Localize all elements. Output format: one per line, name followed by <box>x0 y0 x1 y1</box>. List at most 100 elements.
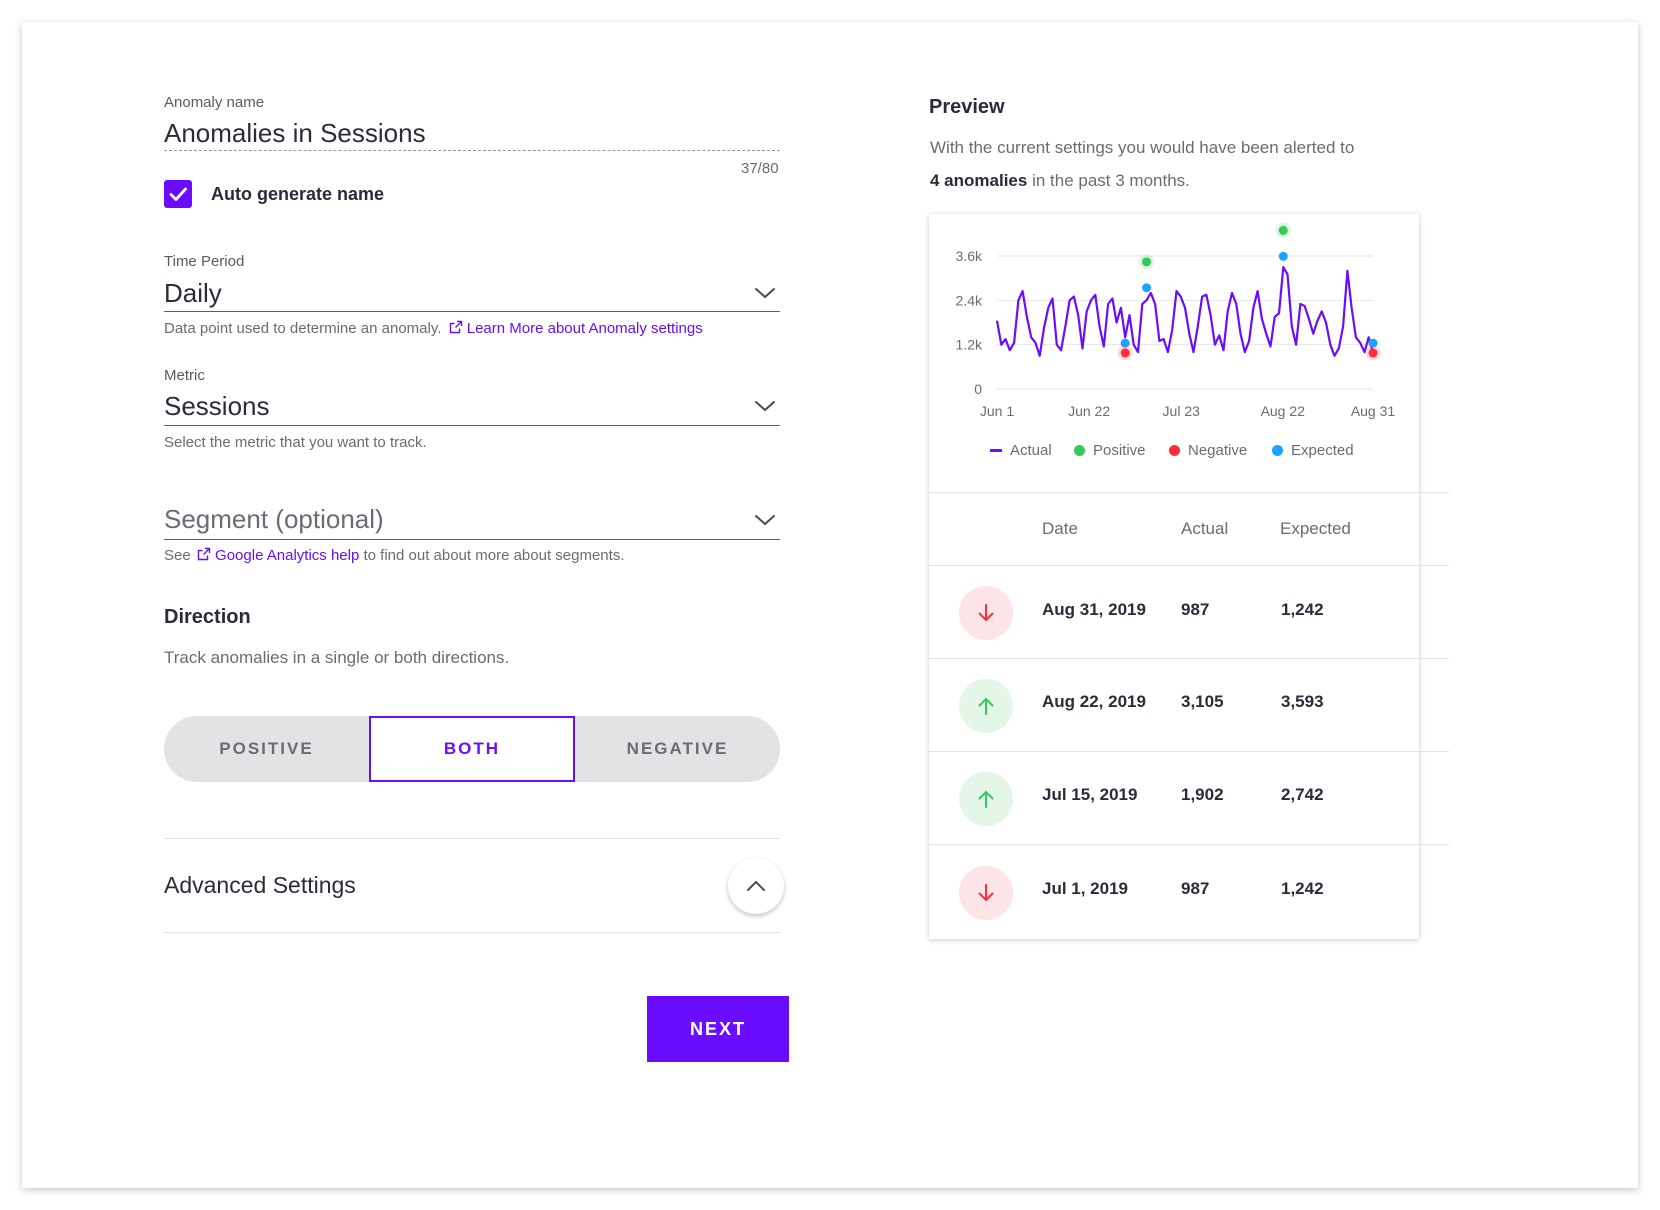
arrow-down-badge <box>959 586 1013 640</box>
positive-anomaly-point <box>1278 225 1288 235</box>
positive-anomaly-point <box>1142 257 1152 267</box>
preview-summary-prefix: With the current settings you would have… <box>930 138 1355 157</box>
chart-legend: Actual Positive Negative Expected <box>929 442 1419 466</box>
metric-select[interactable]: Sessions <box>164 391 270 421</box>
x-tick-label: Aug 22 <box>1261 403 1306 419</box>
arrow-down-icon <box>978 884 994 902</box>
external-link-icon <box>197 547 211 561</box>
negative-anomaly-point <box>1368 348 1378 358</box>
anomaly-name-input[interactable]: Anomalies in Sessions <box>164 118 426 148</box>
chevron-down-icon[interactable] <box>753 394 777 418</box>
row-date: Jul 1, 2019 <box>1042 879 1129 898</box>
arrow-down-icon <box>978 604 994 622</box>
arrow-up-badge <box>959 772 1013 826</box>
negative-anomaly-point <box>1120 348 1130 358</box>
x-tick-label: Jun 1 <box>980 403 1014 419</box>
direction-both-option[interactable]: BOTH <box>369 716 575 782</box>
legend-actual-label: Actual <box>1010 442 1052 459</box>
metric-underline <box>164 425 780 426</box>
advanced-settings-toggle-button[interactable] <box>728 858 784 914</box>
google-analytics-help-link[interactable]: Google Analytics help <box>195 547 364 564</box>
legend-expected-label: Expected <box>1291 442 1354 459</box>
row-actual: 987 <box>1181 879 1210 898</box>
legend-expected-swatch <box>1272 445 1283 456</box>
legend-positive: Positive <box>1074 442 1146 459</box>
chevron-down-icon[interactable] <box>753 281 777 305</box>
legend-expected: Expected <box>1272 442 1354 459</box>
time-period-helper: Data point used to determine an anomaly.… <box>164 320 703 337</box>
y-tick-label: 0 <box>974 381 982 397</box>
learn-more-link-text[interactable]: Learn More about Anomaly settings <box>466 320 703 337</box>
x-tick-label: Aug 31 <box>1351 403 1396 419</box>
expected-point <box>1278 251 1288 261</box>
metric-helper: Select the metric that you want to track… <box>164 434 427 451</box>
anomaly-chart: 0 1.2k 2.4k 3.6k Jun 1 Jun 22 Jul 23 Aug 22 Aug … <box>956 222 1396 419</box>
google-analytics-help-text[interactable]: Google Analytics help <box>215 547 360 564</box>
row-actual: 3,105 <box>1181 692 1224 711</box>
preview-title: Preview <box>929 96 1005 118</box>
time-period-underline <box>164 311 780 312</box>
direction-subtitle: Track anomalies in a single or both dire… <box>164 648 510 667</box>
preview-summary: With the current settings you would have… <box>930 131 1450 197</box>
legend-actual: Actual <box>990 442 1052 459</box>
header-expected: Expected <box>1280 519 1351 538</box>
row-expected: 1,242 <box>1281 879 1324 898</box>
time-period-select[interactable]: Daily <box>164 278 222 308</box>
row-date: Jul 15, 2019 <box>1042 785 1138 804</box>
legend-positive-swatch <box>1074 445 1085 456</box>
metric-label: Metric <box>164 367 205 384</box>
row-actual: 987 <box>1181 600 1210 619</box>
arrow-up-icon <box>978 790 994 808</box>
arrow-down-badge <box>959 866 1013 920</box>
expected-point <box>1368 338 1378 348</box>
arrow-up-icon <box>978 697 994 715</box>
segment-select[interactable]: Segment (optional) <box>164 504 384 534</box>
legend-positive-label: Positive <box>1093 442 1146 459</box>
row-expected: 3,593 <box>1281 692 1324 711</box>
row-actual: 1,902 <box>1181 785 1224 804</box>
direction-positive-option[interactable]: POSITIVE <box>219 739 314 758</box>
legend-negative-swatch <box>1169 445 1180 456</box>
table-row[interactable]: Aug 22, 2019 3,105 3,593 <box>929 658 1449 751</box>
header-date: Date <box>1042 519 1078 538</box>
segment-underline <box>164 539 780 540</box>
header-actual: Actual <box>1181 519 1229 538</box>
table-header: Date Actual Expected <box>929 492 1449 565</box>
direction-title: Direction <box>164 606 251 628</box>
advanced-divider-top <box>164 838 780 839</box>
row-date: Aug 31, 2019 <box>1042 600 1146 619</box>
advanced-settings-label[interactable]: Advanced Settings <box>164 872 356 898</box>
next-button[interactable]: NEXT <box>647 996 789 1062</box>
chevron-up-icon <box>747 880 765 891</box>
y-tick-label: 1.2k <box>956 337 983 353</box>
direction-negative-option[interactable]: NEGATIVE <box>626 739 729 758</box>
table-row[interactable]: Jul 1, 2019 987 1,242 <box>929 844 1449 939</box>
direction-toggle: POSITIVE BOTH NEGATIVE <box>164 716 780 782</box>
auto-generate-checkbox[interactable] <box>164 180 192 208</box>
segment-helper: See Google Analytics help to find out ab… <box>164 547 624 564</box>
preview-panel: 0 1.2k 2.4k 3.6k Jun 1 Jun 22 Jul 23 Aug 22 Aug … <box>929 214 1449 939</box>
segment-helper-suffix: to find out about more about segments. <box>363 547 625 564</box>
legend-negative: Negative <box>1169 442 1247 459</box>
table-row[interactable]: Aug 31, 2019 987 1,242 <box>929 565 1449 658</box>
row-date: Aug 22, 2019 <box>1042 692 1146 711</box>
row-expected: 1,242 <box>1281 600 1324 619</box>
learn-more-link[interactable]: Learn More about Anomaly settings <box>446 320 703 337</box>
x-tick-label: Jun 22 <box>1068 403 1110 419</box>
y-tick-label: 3.6k <box>956 248 983 264</box>
arrow-up-badge <box>959 679 1013 733</box>
advanced-divider-bottom <box>164 932 780 933</box>
chevron-down-icon[interactable] <box>753 508 777 532</box>
anomaly-name-counter: 37/80 <box>741 160 779 177</box>
auto-generate-label: Auto generate name <box>211 184 385 204</box>
checkmark-icon <box>169 187 187 201</box>
table-row[interactable]: Jul 15, 2019 1,902 2,742 <box>929 751 1449 844</box>
legend-actual-swatch <box>990 449 1002 452</box>
time-period-helper-text: Data point used to determine an anomaly. <box>164 320 442 337</box>
anomaly-name-label: Anomaly name <box>164 94 265 111</box>
expected-point <box>1120 338 1130 348</box>
expected-point <box>1142 283 1152 293</box>
preview-summary-suffix: in the past 3 months. <box>1032 171 1190 190</box>
actual-series-line <box>995 266 1375 357</box>
x-tick-label: Jul 23 <box>1163 403 1201 419</box>
